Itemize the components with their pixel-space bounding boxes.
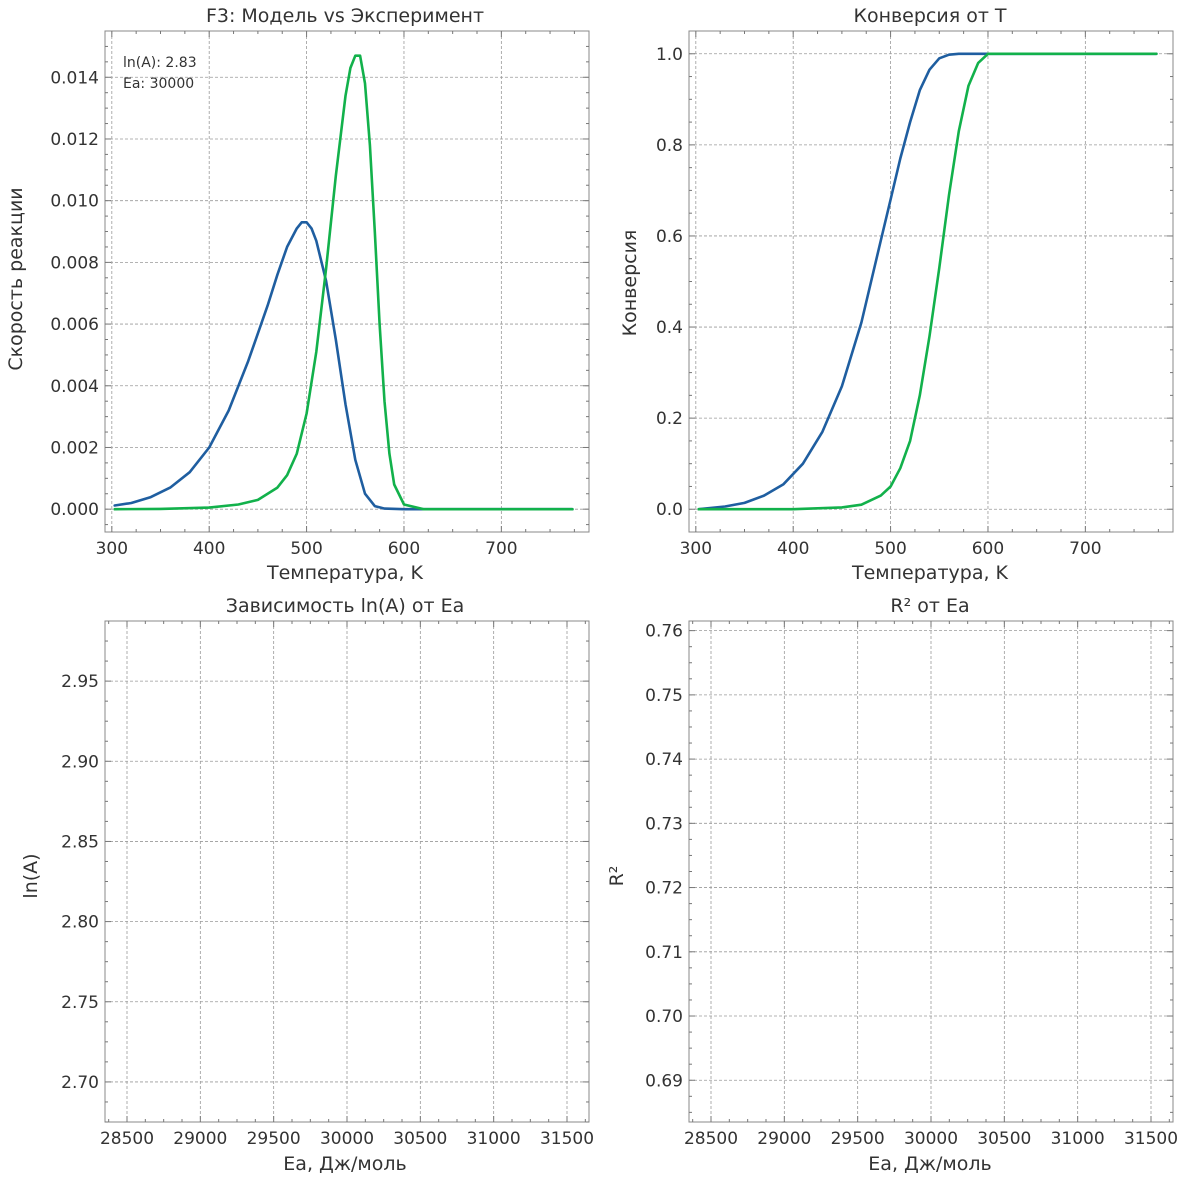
chart-r2-ytick-label-6: 0.75 bbox=[645, 686, 683, 706]
chart-r2-minor-ticks bbox=[689, 621, 1173, 1122]
chart-conv-ytick-label-5: 1.0 bbox=[656, 45, 683, 65]
chart-r2-xtick-label-6: 31500 bbox=[1124, 1129, 1178, 1149]
chart-rate-series-0-line bbox=[113, 221, 574, 511]
chart-conv-ytick-label-2: 0.4 bbox=[656, 318, 683, 338]
chart-lnA-xtick-label-3: 30000 bbox=[320, 1129, 374, 1149]
chart-lnA-ytick-label-1: 2.75 bbox=[61, 993, 99, 1013]
chart-rate-xtick-label-3: 600 bbox=[388, 539, 420, 559]
chart-r2-title: R² от Ea bbox=[890, 595, 969, 617]
chart-r2-plot-area bbox=[688, 620, 1174, 1123]
chart-rate-ytick-label-6: 0.012 bbox=[50, 130, 99, 150]
chart-lnA-minor-ticks bbox=[105, 621, 589, 1123]
chart-lnA-ylabel: ln(A) bbox=[20, 853, 42, 898]
chart-r2-ylabel: R² bbox=[606, 866, 628, 887]
chart-lnA-ytick-label-4: 2.90 bbox=[61, 752, 99, 772]
chart-conv-ytick-label-4: 0.8 bbox=[656, 136, 683, 156]
chart-rate-ylabel: Скорость реакции bbox=[5, 187, 27, 370]
chart-rate-xtick-label-1: 400 bbox=[193, 539, 225, 559]
chart-lnA-plot-area bbox=[104, 620, 590, 1123]
chart-lnA-xtick-label-6: 31500 bbox=[540, 1129, 594, 1149]
chart-r2-xtick-label-1: 29000 bbox=[757, 1129, 811, 1149]
chart-rate-ytick-label-1: 0.002 bbox=[50, 438, 99, 458]
chart-rate-xtick-label-2: 500 bbox=[290, 539, 322, 559]
chart-lnA-xtick-label-0: 28500 bbox=[100, 1129, 154, 1149]
chart-r2-ytick-label-1: 0.70 bbox=[645, 1007, 683, 1027]
chart-conv-minor-ticks bbox=[689, 31, 1173, 532]
chart-r2-xtick-label-5: 31000 bbox=[1051, 1129, 1105, 1149]
chart-lnA: Зависимость ln(A) от Ea Ea, Дж/моль ln(A… bbox=[20, 595, 594, 1175]
chart-conv-ytick-label-1: 0.2 bbox=[656, 409, 683, 429]
chart-rate-ytick-label-3: 0.006 bbox=[50, 315, 99, 335]
chart-rate-annotation-line2: Ea: 30000 bbox=[123, 76, 194, 92]
chart-conv-xtick-label-1: 400 bbox=[777, 539, 809, 559]
chart-conv-series-1-line bbox=[697, 52, 1158, 511]
chart-conv-ylabel: Конверсия bbox=[619, 230, 641, 337]
chart-rate-ytick-label-0: 0.000 bbox=[50, 500, 99, 520]
chart-conv-title: Конверсия от T bbox=[853, 5, 1006, 27]
chart-rate-xtick-label-4: 700 bbox=[485, 539, 517, 559]
chart-conv-xlabel: Температура, K bbox=[851, 562, 1009, 584]
chart-rate-title: F3: Модель vs Эксперимент bbox=[206, 5, 484, 27]
chart-lnA-ytick-label-2: 2.80 bbox=[61, 913, 99, 933]
chart-r2-xlabel: Ea, Дж/моль bbox=[868, 1153, 991, 1175]
chart-r2-ytick-label-2: 0.71 bbox=[645, 943, 683, 963]
chart-conv-series-0-line bbox=[697, 52, 1158, 511]
chart-rate-series-1-line bbox=[113, 54, 574, 511]
chart-r2: R² от Ea Ea, Дж/моль R² 28500 29000 29500 3… bbox=[606, 595, 1178, 1175]
chart-rate-minor-ticks bbox=[105, 31, 589, 532]
chart-lnA-xtick-label-5: 31000 bbox=[467, 1129, 521, 1149]
chart-conv-ytick-label-3: 0.6 bbox=[656, 227, 683, 247]
chart-lnA-ytick-label-5: 2.95 bbox=[61, 672, 99, 692]
chart-r2-ytick-label-4: 0.73 bbox=[645, 814, 683, 834]
chart-r2-xtick-label-4: 30500 bbox=[977, 1129, 1031, 1149]
chart-rate-ytick-label-5: 0.010 bbox=[50, 192, 99, 212]
chart-lnA-ytick-label-0: 2.70 bbox=[61, 1073, 99, 1093]
chart-conv: Конверсия от T Температура, K Конверсия … bbox=[619, 5, 1174, 584]
chart-lnA-xtick-label-1: 29000 bbox=[173, 1129, 227, 1149]
chart-conv-xtick-label-3: 600 bbox=[972, 539, 1004, 559]
chart-rate-xlabel: Температура, K bbox=[266, 562, 424, 584]
chart-conv-ytick-label-0: 0.0 bbox=[656, 500, 683, 520]
chart-rate-ytick-label-2: 0.004 bbox=[50, 377, 99, 397]
chart-lnA-title: Зависимость ln(A) от Ea bbox=[226, 595, 464, 617]
chart-conv-xtick-label-2: 500 bbox=[874, 539, 906, 559]
chart-r2-ytick-label-3: 0.72 bbox=[645, 879, 683, 899]
chart-rate-frame bbox=[104, 30, 590, 533]
chart-rate-xtick-label-0: 300 bbox=[96, 539, 128, 559]
chart-rate-ytick-label-7: 0.014 bbox=[50, 68, 99, 88]
chart-conv-xtick-label-0: 300 bbox=[680, 539, 712, 559]
chart-r2-xtick-label-0: 28500 bbox=[684, 1129, 738, 1149]
chart-r2-ytick-label-5: 0.74 bbox=[645, 750, 683, 770]
chart-r2-ytick-label-7: 0.76 bbox=[645, 622, 683, 642]
chart-r2-xtick-label-2: 29500 bbox=[831, 1129, 885, 1149]
chart-r2-ytick-label-0: 0.69 bbox=[645, 1071, 683, 1091]
chart-r2-xtick-label-3: 30000 bbox=[904, 1129, 958, 1149]
chart-conv-xtick-label-4: 700 bbox=[1069, 539, 1101, 559]
chart-lnA-xlabel: Ea, Дж/моль bbox=[283, 1153, 406, 1175]
chart-lnA-ytick-label-3: 2.85 bbox=[61, 832, 99, 852]
chart-rate-ytick-label-4: 0.008 bbox=[50, 253, 99, 273]
chart-lnA-xtick-label-2: 29500 bbox=[247, 1129, 301, 1149]
chart-lnA-xtick-label-4: 30500 bbox=[393, 1129, 447, 1149]
chart-rate: F3: Модель vs Эксперимент Температура, K… bbox=[5, 5, 590, 584]
chart-rate-annotation-line1: ln(A): 2.83 bbox=[123, 55, 197, 71]
